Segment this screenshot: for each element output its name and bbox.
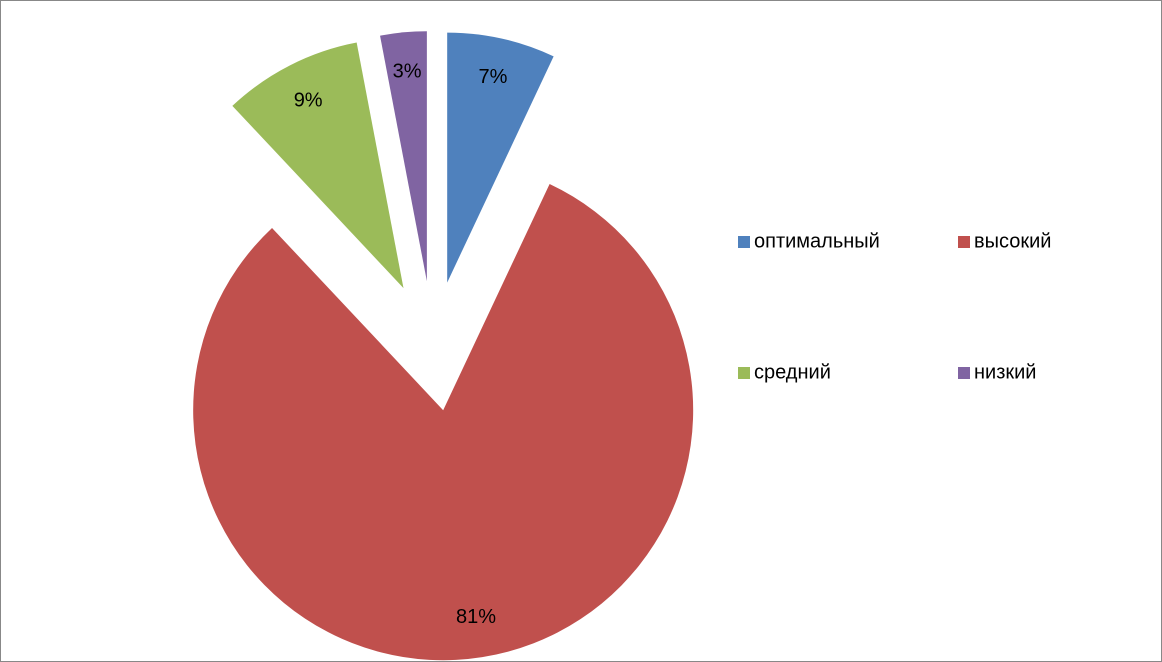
pie-slice [193,183,694,661]
legend-swatch [958,236,970,248]
pie-slice [447,32,554,283]
legend-label: средний [754,361,831,383]
data-label: 9% [294,89,323,111]
pie-slice [380,31,427,282]
data-label: 3% [393,61,422,83]
pie-slice [232,42,404,289]
legend-swatch [738,236,750,248]
legend-swatch [738,367,750,379]
legend-label: высокий [974,230,1051,252]
data-label: 7% [479,66,508,88]
legend-label: оптимальный [754,230,880,252]
data-label: 81% [456,606,496,628]
legend-swatch [958,367,970,379]
legend-label: низкий [974,361,1036,383]
